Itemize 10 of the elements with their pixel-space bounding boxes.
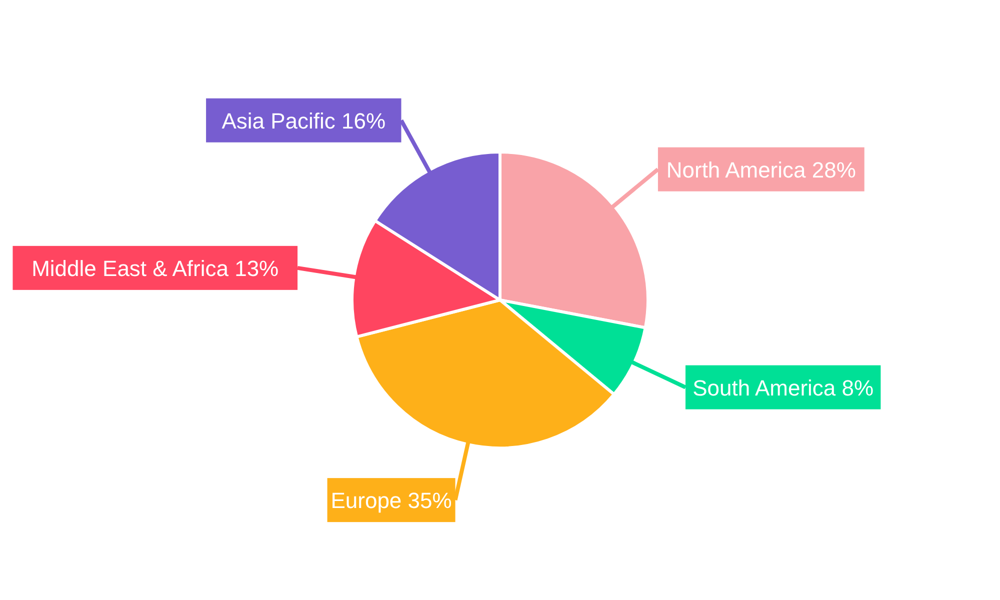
data-label: 13% <box>234 256 279 281</box>
slice-label: Europe <box>330 488 402 514</box>
data-label: 35% <box>408 488 452 514</box>
slice-label: North America <box>666 157 806 182</box>
slice-label: Middle East & Africa <box>32 256 228 281</box>
slice-label: Asia Pacific <box>222 108 336 134</box>
data-label: 8% <box>842 375 874 400</box>
data-label: 28% <box>812 157 856 182</box>
slice-label: South America <box>692 375 836 400</box>
data-label: 16% <box>342 108 386 134</box>
